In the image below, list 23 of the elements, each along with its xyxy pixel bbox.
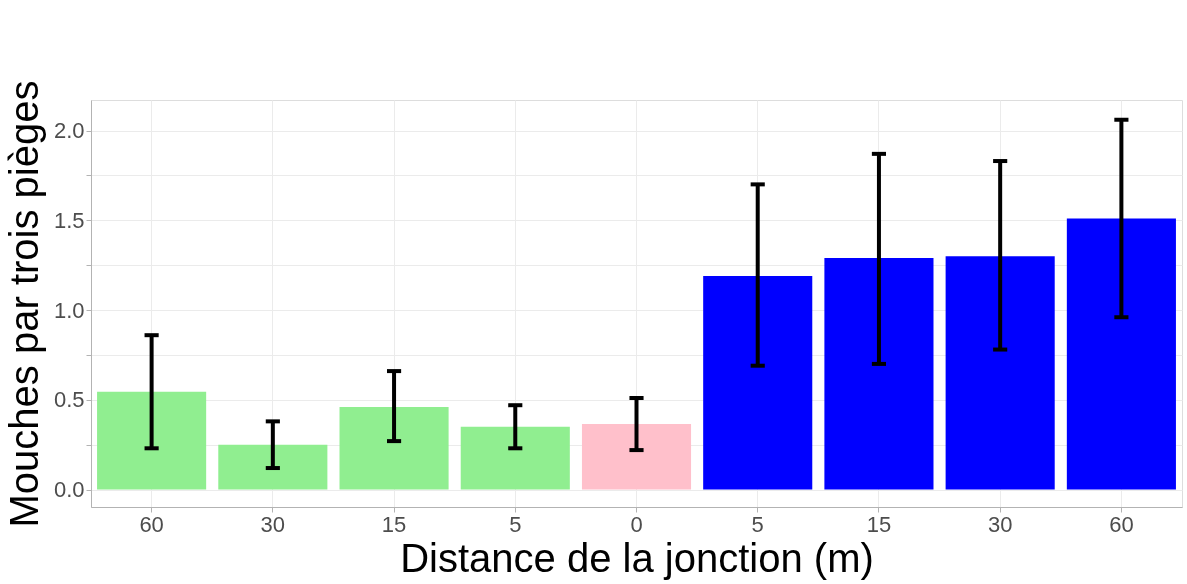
x-tick-label: 15: [381, 511, 407, 537]
y-tick-label: 2.0: [53, 118, 85, 144]
x-tick-label: 15: [866, 511, 892, 537]
x-tick-label: 60: [139, 511, 164, 537]
bar: [703, 275, 813, 490]
bar: [581, 424, 692, 490]
bar: [945, 256, 1055, 490]
x-tick-label: 5: [751, 511, 764, 537]
y-tick-label: 0.0: [53, 477, 85, 503]
x-tick-label: 30: [260, 511, 286, 537]
y-axis-title: Mouches par trois pièges: [1, 80, 46, 528]
bar: [824, 257, 934, 490]
x-tick-label: 30: [987, 511, 1013, 537]
bar: [1066, 218, 1176, 490]
y-tick-label: 1.5: [53, 207, 85, 233]
bar: [460, 426, 570, 490]
bar: [339, 407, 449, 490]
x-tick-label: 60: [1109, 511, 1134, 537]
y-tick-label: 1.0: [53, 297, 85, 323]
x-tick-label: 0: [630, 511, 643, 537]
x-axis-title: Distance de la jonction (m): [400, 535, 874, 580]
y-tick-label: 0.5: [53, 387, 85, 413]
x-tick-label: 5: [509, 511, 522, 537]
